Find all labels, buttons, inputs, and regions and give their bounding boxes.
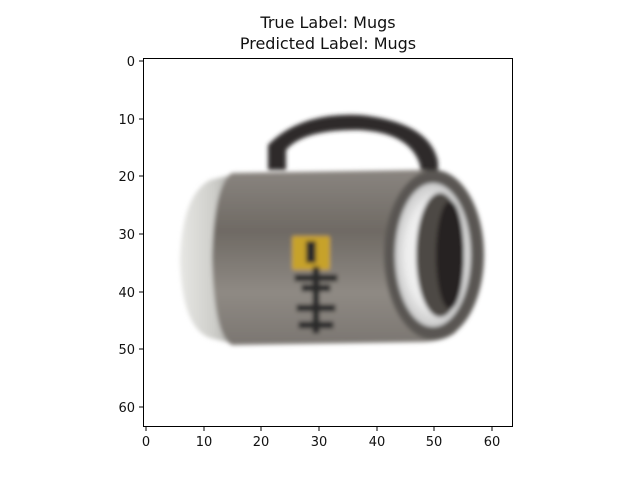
- mug-emblem-mark: [306, 241, 316, 263]
- x-tick-label-50: 50: [426, 435, 443, 450]
- y-tick-label-60: 60: [118, 401, 135, 416]
- title-true-label: True Label: Mugs: [259, 13, 395, 32]
- x-tick-label-40: 40: [369, 435, 386, 450]
- axes-frame: [143, 58, 513, 427]
- mug-emblem-kanji: [294, 266, 338, 334]
- x-tick-label-10: 10: [196, 435, 213, 450]
- figure-title: True Label: Mugs Predicted Label: Mugs: [240, 13, 416, 53]
- title-predicted-label: Predicted Label: Mugs: [240, 34, 416, 53]
- y-tick-label-40: 40: [118, 286, 135, 301]
- image-panel: [143, 58, 513, 427]
- y-tick-label-0: 0: [127, 55, 135, 70]
- x-tick-label-20: 20: [253, 435, 270, 450]
- mug-image: [180, 114, 484, 345]
- x-tick-label-60: 60: [484, 435, 501, 450]
- x-axis: 0 10 20 30 40 50 60: [142, 427, 500, 450]
- x-tick-label-30: 30: [311, 435, 328, 450]
- y-tick-label-30: 30: [118, 228, 135, 243]
- y-tick-label-50: 50: [118, 343, 135, 358]
- y-axis: 0 10 20 30 40 50 60: [118, 55, 143, 416]
- mug-handle: [268, 114, 438, 188]
- y-tick-label-20: 20: [118, 170, 135, 185]
- x-tick-label-0: 0: [142, 435, 150, 450]
- mug-rim-shadow: [436, 201, 464, 309]
- y-tick-label-10: 10: [118, 113, 135, 128]
